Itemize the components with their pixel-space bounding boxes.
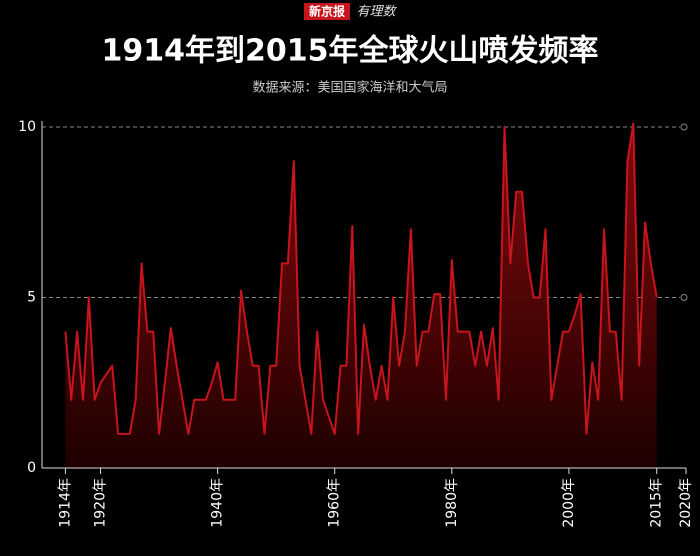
y-tick-label: 5 [27,290,36,306]
y-tick-label: 0 [27,460,36,476]
logo-box [304,3,350,20]
x-tick-label: 2000年 [561,478,577,528]
chart-subtitle: 数据来源：美国国家海洋和大气局 [252,80,447,96]
grid-end-marker [680,294,688,301]
x-tick-label: 1980年 [444,478,460,528]
x-tick-label: 1940年 [210,478,226,528]
logo-brand: 新京报 [309,4,345,19]
x-tick-label: 2020年 [678,478,694,528]
y-tick-label: 10 [18,119,36,135]
line [64,122,658,435]
x-tick-label: 1920年 [93,478,109,528]
x-tick-label: 2015年 [649,478,665,528]
chart-title: 1914年到2015年全球火山喷发频率 [102,34,599,69]
logo-column: 有理数 [356,5,397,20]
x-tick-label: 1914年 [57,478,73,528]
x-tick-label: 1960年 [327,478,343,528]
grid-end-marker [680,123,688,131]
area [65,123,657,468]
